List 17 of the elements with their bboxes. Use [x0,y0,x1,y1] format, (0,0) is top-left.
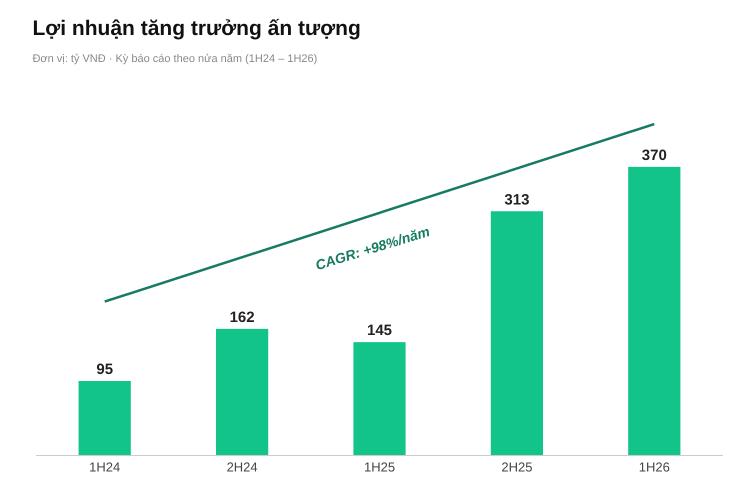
x-tick-label: 2H25 [501,460,532,475]
data-label: 313 [504,191,530,208]
bar [490,211,544,455]
data-label: 370 [642,146,667,164]
data-label: 95 [96,361,114,378]
bar [78,381,131,455]
x-tick-label: 1H26 [638,460,670,475]
data-label: 162 [230,308,255,326]
chart-subtitle: Đơn vị: tỷ VNĐ · Kỳ báo cáo theo nửa năm (1H24 – 1H26) [32,53,318,66]
data-label: 145 [366,322,392,340]
chart-title: Lợi nhuận tăng trưởng ấn tượng [32,16,361,40]
x-tick-label: 1H25 [364,460,396,475]
x-tick-label: 1H24 [89,460,120,475]
bar [216,328,268,455]
bar [628,166,680,455]
bar [353,342,406,455]
x-tick-label: 2H24 [226,460,258,475]
